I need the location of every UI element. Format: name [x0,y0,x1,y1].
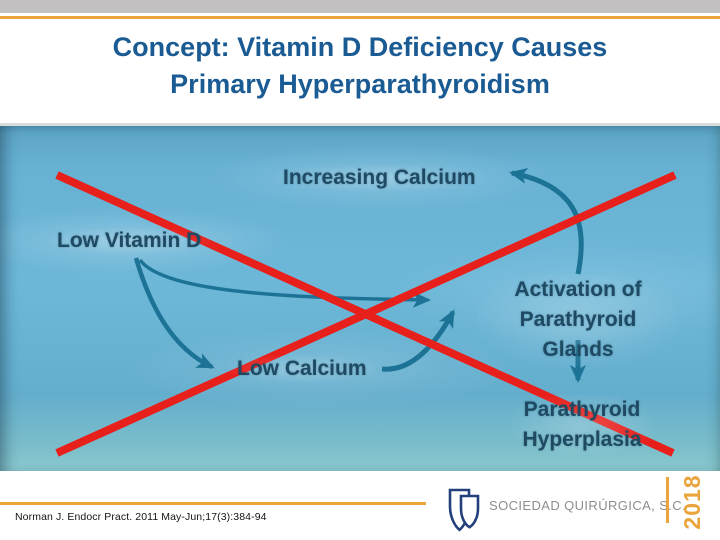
citation-text: Norman J. Endocr Pract. 2011 May-Jun;17(… [15,511,267,523]
label-hyperplasia-line-2: Hyperplasia [522,428,642,451]
title-line-1: Concept: Vitamin D Deficiency Causes [112,32,608,62]
organization-name: SOCIEDAD QUIRÚRGICA, S.C. [489,498,687,513]
arrow-lowvitd-to-activation [138,258,431,308]
red-cross-line-up [55,171,677,457]
organization-logo: SOCIEDAD QUIRÚRGICA, S.C. [447,486,686,538]
label-activation-line-1: Activation of [514,278,642,301]
title-line-2: Primary Hyperparathyroidism [170,69,550,99]
top-gray-bar [0,0,720,13]
arrow-activation-to-increasing [509,168,584,275]
label-increasing-calcium: Increasing Calcium [274,165,485,191]
label-hyperplasia-line-1: Parathyroid [523,398,641,421]
label-low-calcium: Low Calcium [228,356,376,382]
diagram-arrows [55,168,677,457]
label-activation-line-2: Parathyroid Glands [519,308,637,361]
label-low-vitamin-d: Low Vitamin D [48,228,211,254]
slide-photo: Increasing Calcium Low Vitamin D Activat… [0,123,720,471]
arrow-lowcalcium-to-activation [381,309,456,372]
label-parathyroid-hyperplasia: Parathyroid Hyperplasia [512,394,652,456]
red-cross [55,171,677,457]
bottom-accent-rule [0,502,426,505]
year-label: 2018 [678,474,705,530]
arrow-lowvitd-to-lowcalcium [133,257,215,370]
shield-icon [448,488,480,532]
year-accent-rule [666,477,669,523]
label-activation-parathyroid: Activation of Parathyroid Glands [478,274,678,366]
page-title: Concept: Vitamin D Deficiency Causes Pri… [0,29,720,103]
top-accent-rule [0,16,720,19]
